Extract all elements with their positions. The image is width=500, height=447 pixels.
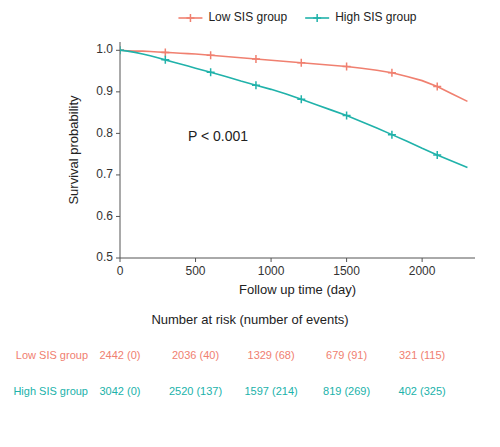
risk-row-label: High SIS group (13, 385, 88, 397)
y-tick (116, 216, 120, 217)
legend: Low SIS group High SIS group (178, 10, 416, 24)
censor-mark (297, 95, 305, 103)
x-tick-label: 0 (117, 264, 124, 278)
y-tick-label: 0.5 (96, 250, 113, 264)
risk-value: 2442 (0) (100, 349, 141, 361)
y-tick-label: 1.0 (96, 42, 113, 56)
censor-mark (161, 56, 169, 64)
censor-mark (433, 82, 441, 90)
x-tick-label: 1500 (333, 264, 360, 278)
risk-value: 3042 (0) (100, 385, 141, 397)
risk-value: 819 (269) (323, 385, 370, 397)
censor-mark (297, 59, 305, 67)
legend-item: Low SIS group (178, 10, 287, 24)
x-tick (271, 258, 272, 262)
x-tick-label: 500 (186, 264, 206, 278)
risk-value: 321 (115) (399, 349, 445, 361)
x-tick-label: 2000 (409, 264, 436, 278)
y-tick-label: 0.7 (96, 167, 113, 181)
risk-value: 1597 (214) (244, 385, 297, 397)
y-tick-label: 0.9 (96, 84, 113, 98)
survival-line (120, 50, 467, 101)
censor-mark (388, 131, 396, 139)
x-tick (422, 258, 423, 262)
censor-mark (252, 55, 260, 63)
x-tick (346, 258, 347, 262)
legend-label: High SIS group (335, 10, 417, 24)
x-tick (195, 258, 196, 262)
risk-table-title: Number at risk (number of events) (151, 312, 348, 327)
plot-area (120, 46, 467, 167)
y-tick (116, 174, 120, 175)
y-tick-label: 0.8 (96, 126, 113, 140)
censor-mark (388, 69, 396, 77)
censor-mark (120, 46, 124, 54)
risk-value: 2520 (137) (169, 385, 222, 397)
censor-mark (120, 46, 124, 54)
legend-marker (186, 14, 194, 22)
censor-mark (343, 112, 351, 120)
risk-row-label: Low SIS group (16, 349, 88, 361)
legend-marker (313, 14, 321, 22)
y-axis-line (120, 42, 121, 258)
x-axis-label: Follow up time (day) (239, 282, 356, 297)
legend-label: Low SIS group (208, 10, 287, 24)
legend-item: High SIS group (305, 10, 417, 24)
chart: 0.5 0.6 0.7 0.8 0.9 1.0 0 500 1000 1500 2000 Follow… (0, 0, 500, 447)
survival-line (120, 50, 467, 167)
risk-value: 2036 (40) (172, 349, 219, 361)
censor-mark (252, 81, 260, 89)
y-tick (116, 133, 120, 134)
censor-mark (433, 151, 441, 159)
x-tick (120, 258, 121, 262)
risk-value: 1329 (68) (248, 349, 295, 361)
censor-mark (161, 48, 169, 56)
censor-mark (343, 63, 351, 71)
x-tick-label: 1000 (258, 264, 285, 278)
annotation: P < 0.001 (188, 128, 248, 144)
risk-value: 679 (91) (326, 349, 367, 361)
y-tick (116, 258, 120, 259)
y-tick (116, 91, 120, 92)
risk-value: 402 (325) (399, 385, 446, 397)
censor-mark (207, 68, 215, 76)
y-axis-label: Survival probability (66, 95, 81, 205)
y-tick-label: 0.6 (96, 209, 113, 223)
y-tick (116, 50, 120, 51)
censor-mark (207, 51, 215, 59)
